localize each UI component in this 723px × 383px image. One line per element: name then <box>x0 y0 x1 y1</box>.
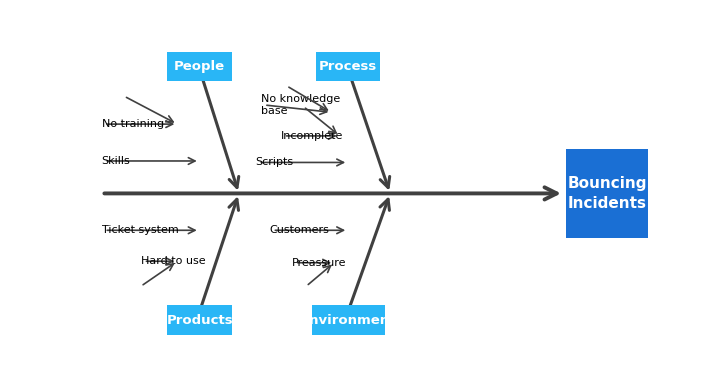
Text: Customers: Customers <box>270 225 330 235</box>
Text: Skills: Skills <box>101 156 130 166</box>
Text: Scripts: Scripts <box>256 157 294 167</box>
FancyBboxPatch shape <box>312 306 385 335</box>
FancyBboxPatch shape <box>168 306 232 335</box>
Text: No training: No training <box>101 119 163 129</box>
Text: Hard to use: Hard to use <box>141 256 205 266</box>
Text: Environment: Environment <box>301 314 395 327</box>
FancyBboxPatch shape <box>168 52 232 81</box>
Text: People: People <box>174 60 225 73</box>
Text: Products: Products <box>166 314 233 327</box>
FancyBboxPatch shape <box>316 52 380 81</box>
Text: Incomplete: Incomplete <box>281 131 343 141</box>
FancyBboxPatch shape <box>565 149 649 237</box>
Text: Bouncing
Incidents: Bouncing Incidents <box>568 176 647 211</box>
Text: No knowledge
base: No knowledge base <box>261 94 341 116</box>
Text: Process: Process <box>319 60 377 73</box>
Text: Ticket system: Ticket system <box>101 225 179 235</box>
Text: Preassure: Preassure <box>292 258 346 268</box>
